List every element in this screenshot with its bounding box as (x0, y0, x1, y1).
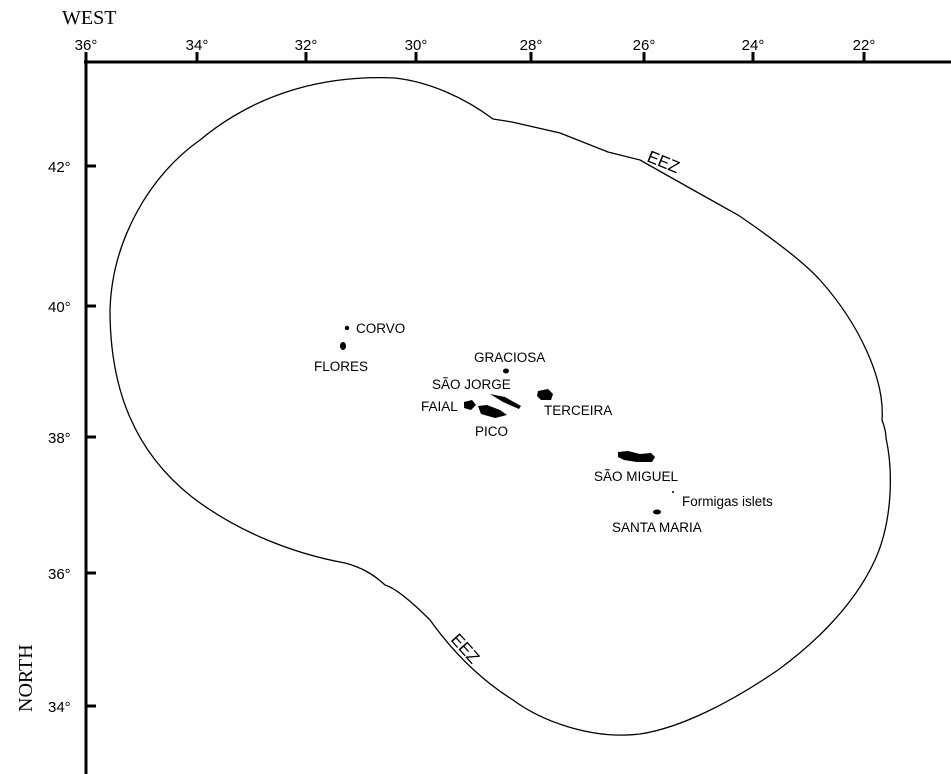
label-pico: PICO (475, 424, 508, 439)
left-border (84, 62, 96, 774)
label-terceira: TERCEIRA (544, 403, 612, 418)
label-sao-miguel: SÃO MIGUEL (594, 469, 679, 484)
lat-tick-40: 40° (48, 299, 71, 316)
longitude-tick-labels: 36° 34° 32° 30° 28° 26° 24° 22° (75, 37, 876, 54)
island-graciosa (503, 368, 509, 374)
eez-boundary (109, 76, 891, 736)
island-corvo (344, 325, 350, 331)
label-graciosa: GRACIOSA (474, 350, 545, 365)
label-corvo: CORVO (356, 321, 405, 336)
island-flores (340, 342, 346, 350)
islands (340, 325, 674, 515)
lon-tick-22: 22° (853, 37, 876, 54)
island-terceira (537, 389, 553, 400)
island-sao-miguel (618, 451, 655, 462)
lon-tick-24: 24° (742, 37, 765, 54)
label-faial: FAIAL (421, 399, 458, 414)
lon-tick-30: 30° (405, 37, 428, 54)
lat-tick-38: 38° (48, 430, 71, 447)
lon-tick-34: 34° (186, 37, 209, 54)
lat-tick-36: 36° (48, 566, 71, 583)
label-formigas: Formigas islets (682, 494, 773, 509)
lon-tick-26: 26° (633, 37, 656, 54)
label-santa-maria: SANTA MARIA (612, 520, 702, 535)
lat-tick-34: 34° (48, 699, 71, 716)
north-axis-title: NORTH (15, 644, 37, 712)
island-labels: CORVO FLORES GRACIOSA SÃO JORGE FAIAL TE… (314, 321, 773, 535)
west-axis-title: WEST (62, 7, 116, 29)
top-border (84, 52, 951, 64)
island-santa-maria (653, 509, 661, 515)
island-formigas (672, 491, 674, 493)
latitude-tick-labels: 42° 40° 38° 36° 34° (48, 159, 71, 716)
lon-tick-28: 28° (520, 37, 543, 54)
label-flores: FLORES (314, 359, 368, 374)
eez-label-south: EEZ (447, 630, 483, 667)
lon-tick-36: 36° (75, 37, 98, 54)
island-faial (464, 400, 476, 410)
island-sao-jorge (490, 394, 521, 409)
island-pico (478, 405, 507, 418)
label-sao-jorge: SÃO JORGE (432, 377, 511, 392)
lon-tick-32: 32° (295, 37, 318, 54)
lat-tick-42: 42° (48, 159, 71, 176)
